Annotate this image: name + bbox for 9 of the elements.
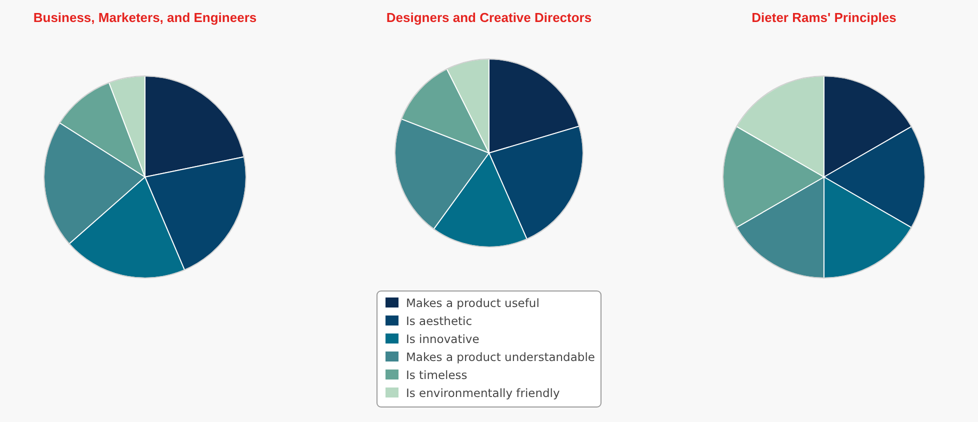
chart-title: Designers and Creative Directors [386, 10, 592, 25]
chart-title: Dieter Rams' Principles [752, 10, 896, 25]
legend-label: Is aesthetic [406, 314, 472, 328]
legend-label: Makes a product understandable [406, 350, 595, 364]
legend-label: Is timeless [406, 368, 468, 382]
chart-title: Business, Marketers, and Engineers [33, 10, 257, 25]
legend-label: Is environmentally friendly [406, 386, 560, 400]
legend-label: Makes a product useful [406, 296, 540, 310]
legend-label: Is innovative [406, 332, 480, 346]
